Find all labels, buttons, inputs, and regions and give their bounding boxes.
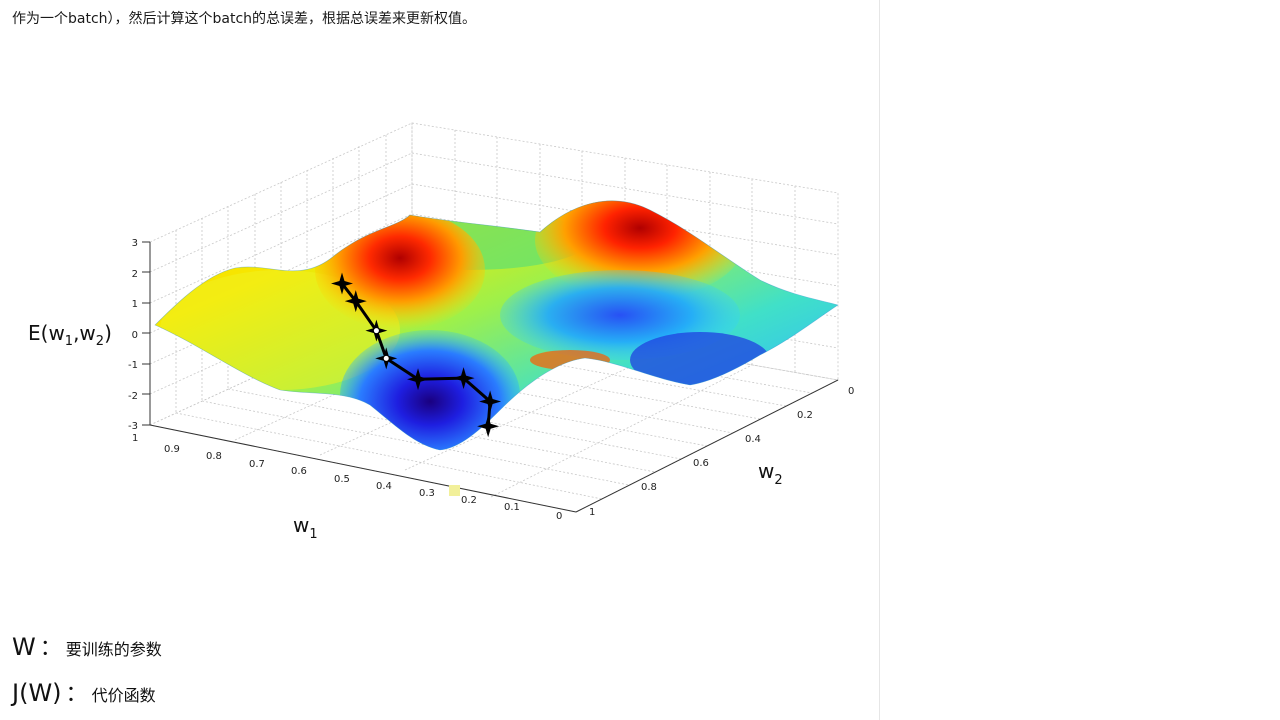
w2-tick: 0.2 xyxy=(797,410,813,421)
w2-tick: 0.4 xyxy=(745,434,761,445)
paragraph-line: 作为一个batch），然后计算这个batch的总误差，根据总误差来更新权值。 xyxy=(12,11,477,27)
descent-step-marker xyxy=(331,272,353,295)
surface-edge xyxy=(154,200,839,451)
symbol-w: W xyxy=(12,633,36,661)
descent-step-marker xyxy=(452,367,475,390)
descent-step-marker xyxy=(407,368,430,391)
z-tick: -1 xyxy=(128,360,138,371)
w1-tick: 0 xyxy=(556,511,562,522)
w2-tick: 0.8 xyxy=(641,482,657,493)
descent-step-highlight xyxy=(373,328,379,334)
symbol-jw: J(W) xyxy=(12,679,62,707)
definition-text: 代价函数 xyxy=(91,686,156,705)
descent-step-highlight xyxy=(383,355,389,361)
descent-step-marker xyxy=(479,390,502,413)
z-tick: -2 xyxy=(128,391,138,402)
w1-tick: 0.1 xyxy=(504,502,520,513)
colon: ： xyxy=(65,682,88,707)
w2-tick: 1 xyxy=(589,507,595,518)
w1-tick: 0.7 xyxy=(249,459,265,470)
document-pane: 作为一个batch），然后计算这个batch的总误差，根据总误差来更新权值。 xyxy=(12,11,855,708)
definition-text: 要训练的参数 xyxy=(65,640,162,659)
highlight-marker xyxy=(449,485,460,496)
colon: ： xyxy=(39,636,62,661)
descent-step-marker xyxy=(477,415,500,438)
w1-tick: 1 xyxy=(132,433,138,444)
z-tick: 3 xyxy=(132,238,138,249)
z-axis-label: E(w1,w2) xyxy=(28,321,112,349)
z-tick: 0 xyxy=(132,330,138,341)
w1-tick: 0.9 xyxy=(164,444,180,455)
w2-axis-label: w2 xyxy=(758,459,783,488)
w2-tick: 0.6 xyxy=(693,458,709,469)
z-tick: 1 xyxy=(132,299,138,310)
w1-axis-label: w1 xyxy=(293,513,318,542)
definition-w: W：要训练的参数 xyxy=(12,630,162,662)
descent-step-marker xyxy=(344,290,367,313)
z-axis-ticks: 3 2 1 0 -1 -2 -3 xyxy=(128,238,150,432)
w1-axis-ticks: 1 0.9 0.8 0.7 0.6 0.5 0.4 0.3 0.2 0.1 0 xyxy=(132,433,562,522)
descent-line xyxy=(340,282,492,427)
empty-side-panel xyxy=(879,0,1280,720)
w1-tick: 0.2 xyxy=(461,495,477,506)
z-tick: -3 xyxy=(128,421,138,432)
z-tick: 2 xyxy=(132,269,138,280)
w2-axis-ticks: 0 0.2 0.4 0.6 0.8 1 xyxy=(589,386,854,518)
definition-j: J(W)：代价函数 xyxy=(12,676,156,708)
w1-tick: 0.4 xyxy=(376,481,392,492)
descent-path xyxy=(331,272,502,438)
w1-tick: 0.8 xyxy=(206,451,222,462)
w1-tick: 0.6 xyxy=(291,466,307,477)
w1-tick: 0.5 xyxy=(334,474,350,485)
w1-tick: 0.3 xyxy=(419,488,435,499)
w2-tick: 0 xyxy=(848,386,854,397)
surface-plot: 3 2 1 0 -1 -2 -3 1 0.9 0.8 0.7 0.6 xyxy=(28,122,854,542)
